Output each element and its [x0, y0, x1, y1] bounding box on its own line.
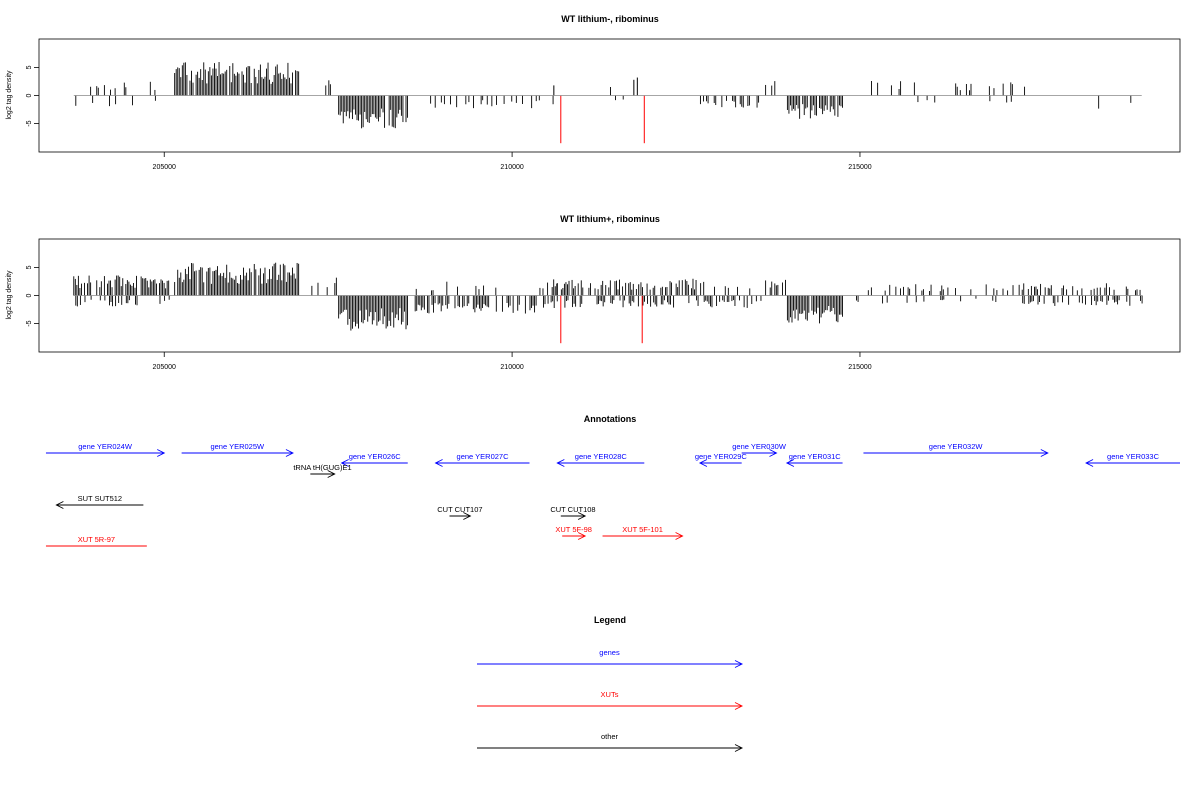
feature-arrowhead	[1040, 449, 1049, 457]
annotation-feature: XUT 5F-101	[602, 525, 684, 540]
feature-arrowhead	[463, 512, 472, 520]
coverage-bars	[75, 62, 1132, 144]
annotation-feature: gene YER030W	[732, 442, 787, 457]
feature-arrowhead	[157, 449, 166, 457]
x-axis-ticks: 205000 210000 215000	[153, 352, 872, 371]
feature-label: XUT 5F-101	[622, 525, 663, 534]
feature-arrowhead	[577, 512, 587, 520]
feature-label: CUT CUT107	[437, 505, 482, 514]
feature-arrowhead	[675, 532, 684, 540]
y-tick-label: 5	[26, 265, 33, 269]
y-tick-label: 0	[26, 293, 33, 297]
annotation-feature: CUT CUT108	[550, 505, 596, 520]
annotations-title: Annotations	[584, 414, 637, 424]
annotation-feature: gene YER031C	[785, 452, 843, 467]
annotation-feature: gene YER025W	[181, 442, 294, 457]
legend-label: XUTs	[601, 690, 619, 699]
feature-arrowhead	[55, 501, 64, 509]
legend-entry: other	[477, 732, 744, 752]
feature-label: gene YER029C	[695, 452, 748, 461]
legend-label: other	[601, 732, 619, 741]
legend-arrowhead	[734, 660, 744, 668]
annotation-feature: gene YER032W	[863, 442, 1049, 457]
legend-label: genes	[599, 648, 620, 657]
feature-arrowhead	[340, 459, 349, 467]
feature-arrowhead	[1085, 459, 1094, 467]
feature-arrowhead	[698, 459, 708, 467]
feature-label: XUT 5R-97	[78, 535, 115, 544]
x-tick-label: 215000	[848, 164, 871, 171]
feature-arrowhead	[577, 532, 587, 540]
feature-arrowhead	[285, 449, 294, 457]
feature-arrowhead	[556, 459, 565, 467]
x-tick-label: 205000	[153, 364, 176, 371]
feature-label: gene YER025W	[210, 442, 265, 451]
x-tick-label: 215000	[848, 364, 871, 371]
y-tick-label: -5	[26, 120, 33, 126]
legend: Legend genes XUTs other	[477, 615, 744, 752]
annotation-feature: XUT 5R-97	[45, 535, 147, 547]
feature-arrowhead	[327, 470, 336, 478]
annotation-feature: gene YER029C	[695, 452, 748, 467]
annotation-feature: CUT CUT107	[437, 505, 483, 520]
feature-label: gene YER024W	[78, 442, 133, 451]
feature-label: XUT 5F-98	[555, 525, 592, 534]
x-tick-label: 210000	[500, 164, 523, 171]
x-axis-ticks: 205000 210000 215000	[153, 152, 872, 171]
annotation-feature: gene YER028C	[556, 452, 645, 467]
y-axis-ticks: -5 0 5	[26, 65, 39, 127]
annotation-feature: SUT SUT512	[55, 494, 144, 509]
y-axis-ticks: -5 0 5	[26, 265, 39, 327]
coverage-panel-lithium-plus: WT lithium+, ribominus log2 tag density …	[6, 214, 1181, 371]
x-tick-label: 210000	[500, 364, 523, 371]
feature-label: CUT CUT108	[550, 505, 595, 514]
feature-label: gene YER031C	[789, 452, 842, 461]
feature-arrowhead	[769, 449, 778, 457]
feature-label: SUT SUT512	[78, 494, 122, 503]
feature-label: tRNA tH(GUG)E1	[293, 463, 351, 472]
y-axis-label: log2 tag density	[6, 70, 13, 120]
legend-entry: genes	[477, 648, 744, 668]
panel-title: WT lithium-, ribominus	[561, 14, 659, 24]
panel-title: WT lithium+, ribominus	[560, 214, 660, 224]
feature-arrowhead	[785, 459, 795, 467]
legend-entry: XUTs	[477, 690, 744, 710]
x-tick-label: 205000	[153, 164, 176, 171]
feature-label: gene YER026C	[349, 452, 402, 461]
feature-label: gene YER028C	[575, 452, 628, 461]
feature-label: gene YER030W	[732, 442, 787, 451]
annotation-feature: XUT 5F-98	[555, 525, 592, 540]
coverage-bars	[73, 262, 1143, 344]
annotation-feature: gene YER033C	[1085, 452, 1180, 467]
annotation-feature: gene YER024W	[45, 442, 166, 457]
legend-entries: genes XUTs other	[477, 648, 744, 752]
annotation-feature: gene YER026C	[340, 452, 408, 467]
feature-label: gene YER033C	[1107, 452, 1160, 461]
legend-arrowhead	[734, 744, 744, 752]
coverage-panel-lithium-minus: WT lithium-, ribominus log2 tag density …	[6, 14, 1181, 171]
annotation-feature: tRNA tH(GUG)E1	[293, 463, 352, 478]
y-tick-label: 5	[26, 65, 33, 69]
feature-arrowhead	[434, 459, 443, 467]
legend-arrowhead	[734, 702, 744, 710]
feature-label: gene YER032W	[929, 442, 984, 451]
legend-title: Legend	[594, 615, 626, 625]
annotation-track: Annotations gene YER024W gene YER025Wgene…	[45, 414, 1180, 547]
feature-label: gene YER027C	[457, 452, 510, 461]
annotation-features: gene YER024W gene YER025W gene YER026C gene…	[45, 442, 1180, 547]
y-tick-label: 0	[26, 93, 33, 97]
y-tick-label: -5	[26, 320, 33, 326]
annotation-feature: gene YER027C	[434, 452, 530, 467]
y-axis-label: log2 tag density	[6, 270, 13, 320]
